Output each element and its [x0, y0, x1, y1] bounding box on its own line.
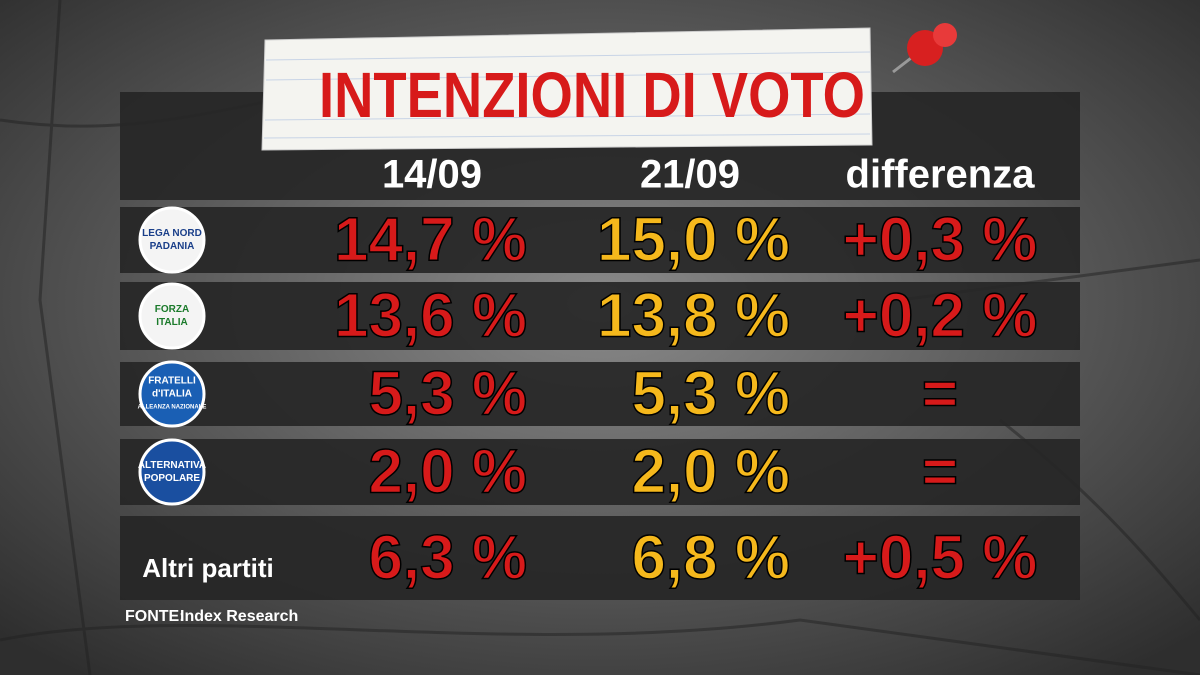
- title: INTENZIONI DI VOTO: [319, 59, 865, 131]
- logo-text: ALTERNATIVA: [138, 460, 206, 471]
- cell-value: 14,7 %: [334, 205, 527, 274]
- column-header: differenza: [846, 153, 1036, 197]
- logo-text: POPOLARE: [144, 473, 200, 484]
- party-logo: [138, 438, 206, 506]
- cell-value: 13,6 %: [334, 281, 527, 350]
- source-text: Index Research: [180, 608, 298, 625]
- row-band: [120, 282, 1080, 350]
- logo-text: FORZA: [155, 304, 189, 315]
- paper-lines: [263, 51, 871, 139]
- logo-text: PADANIA: [150, 241, 195, 252]
- cell-value: +0,2 %: [843, 281, 1038, 350]
- logo-text: ITALIA: [156, 317, 187, 328]
- logo-text: d'ITALIA: [152, 389, 192, 400]
- party-logo: [138, 206, 206, 274]
- cell-value: 2,0 %: [368, 437, 527, 506]
- logo-text: ALLEANZA NAZIONALE: [138, 405, 207, 411]
- cell-value: +0,5 %: [843, 523, 1038, 592]
- row-band: [120, 439, 1080, 505]
- cell-value: =: [922, 437, 958, 506]
- row-band: [120, 362, 1080, 426]
- row-band: [120, 207, 1080, 273]
- source-label: FONTE:: [125, 608, 185, 625]
- cell-value: 5,3 %: [631, 359, 790, 428]
- cell-value: 6,8 %: [631, 523, 790, 592]
- cell-value: +0,3 %: [843, 205, 1038, 274]
- logo-text: LEGA NORD: [142, 228, 202, 239]
- pushpin: [892, 23, 957, 74]
- cell-value: 6,3 %: [368, 523, 527, 592]
- row-band: [120, 516, 1080, 600]
- logo-text: FRATELLI: [148, 376, 196, 387]
- cell-value: 15,0 %: [597, 205, 790, 274]
- column-header: 14/09: [382, 153, 482, 197]
- party-logo: [138, 360, 206, 428]
- column-header: 21/09: [640, 153, 740, 197]
- cell-value: 5,3 %: [368, 359, 527, 428]
- party-logo: [138, 282, 206, 350]
- cell-value: 2,0 %: [631, 437, 790, 506]
- cell-value: =: [922, 359, 958, 428]
- row-label: Altri partiti: [142, 553, 273, 583]
- cell-value: 13,8 %: [597, 281, 790, 350]
